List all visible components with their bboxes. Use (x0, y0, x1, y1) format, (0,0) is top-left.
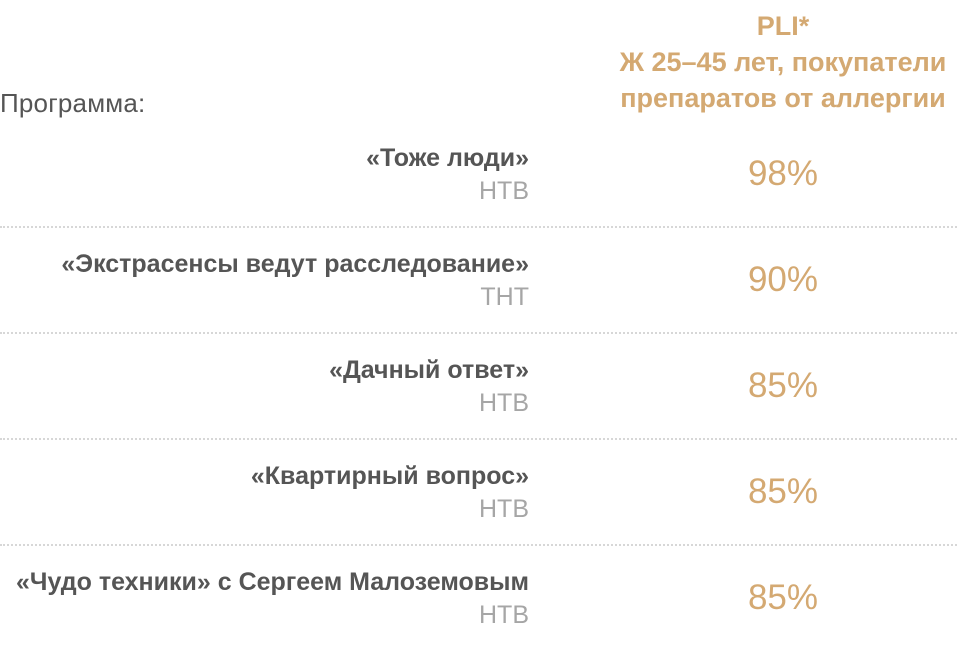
program-title: «Тоже люди» (366, 144, 529, 172)
pli-metric-header: PLI* Ж 25–45 лет, покупатели препаратов … (608, 8, 957, 116)
program-channel: ТНТ (480, 283, 529, 311)
program-channel: НТВ (479, 601, 529, 629)
pli-value: 85% (747, 578, 819, 617)
pli-value: 85% (747, 366, 819, 405)
metric-header-line2: Ж 25–45 лет, покупатели (619, 47, 947, 77)
program-channel: НТВ (479, 495, 529, 523)
program-title: «Чудо техники» с Сергеем Малоземовым (15, 568, 529, 596)
table-row: «Тоже люди» НТВ 98% (0, 122, 957, 228)
pli-value: 85% (747, 472, 819, 511)
pli-value: 90% (747, 260, 819, 299)
program-title: «Квартирный вопрос» (250, 462, 529, 490)
table-row: «Дачный ответ» НТВ 85% (0, 334, 957, 440)
program-column-label: Программа: (0, 88, 146, 118)
program-cell: «Экстрасенсы ведут расследование» ТНТ (61, 248, 529, 314)
program-channel: НТВ (479, 177, 529, 205)
metric-header-line3: препаратов от аллергии (620, 83, 946, 113)
program-title: «Экстрасенсы ведут расследование» (61, 250, 529, 278)
program-cell: «Чудо техники» с Сергеем Малоземовым НТВ (16, 566, 529, 632)
program-channel: НТВ (479, 389, 529, 417)
pli-value: 98% (747, 154, 819, 193)
metric-header-line1: PLI* (756, 11, 810, 41)
program-rows: «Тоже люди» НТВ 98% «Экстрасенсы ведут р… (0, 122, 957, 650)
table-row: «Чудо техники» с Сергеем Малоземовым НТВ… (0, 546, 957, 650)
program-cell: «Квартирный вопрос» НТВ (251, 460, 529, 526)
program-cell: «Тоже люди» НТВ (366, 142, 529, 208)
program-cell: «Дачный ответ» НТВ (329, 354, 529, 420)
table-row: «Квартирный вопрос» НТВ 85% (0, 440, 957, 546)
table-row: «Экстрасенсы ведут расследование» ТНТ 90… (0, 228, 957, 334)
program-title: «Дачный ответ» (329, 356, 529, 384)
